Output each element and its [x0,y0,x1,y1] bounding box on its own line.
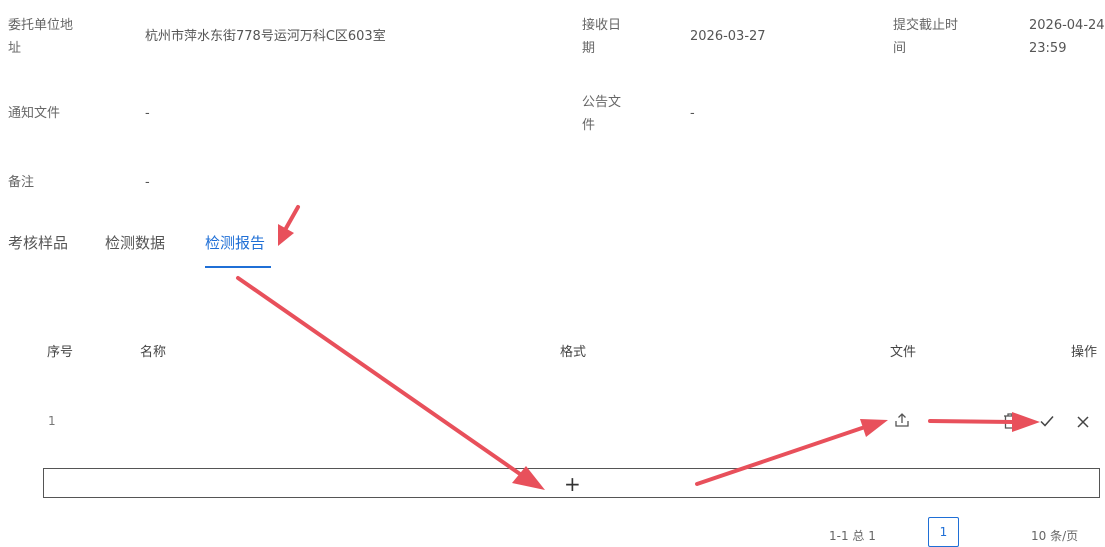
announcement-value: - [690,106,695,121]
header-action: 操作 [1071,345,1098,360]
tab-test-data[interactable]: 检测数据 [105,234,166,252]
header-format: 格式 [560,345,587,360]
tab-test-report[interactable]: 检测报告 [205,234,266,252]
arrow-to-upload-head [860,419,888,437]
arrow-to-add-row [236,276,522,476]
arrow-to-check [928,419,1014,424]
arrow-to-tab-head [278,224,294,246]
page-size-select[interactable]: 10 条/页 [1031,529,1079,543]
notice-file-value: - [145,106,150,121]
plus-icon: + [564,472,581,496]
remarks-label: 备注 [8,175,35,190]
notice-file-label: 通知文件 [8,106,61,121]
announcement-label: 公告文 件 [582,95,622,133]
upload-icon[interactable] [894,412,910,432]
deadline-label: 提交截止时 间 [893,18,959,56]
add-row-button[interactable]: + [43,468,1100,498]
arrow-to-tab [283,205,300,232]
tab-sample[interactable]: 考核样品 [8,234,69,252]
header-name: 名称 [140,345,167,360]
header-index: 序号 [47,345,74,360]
close-icon[interactable] [1076,414,1090,433]
arrow-to-upload [695,426,864,486]
client-address-value: 杭州市萍水东街778号运河万科C区603室 [145,29,386,44]
receive-date-value: 2026-03-27 [690,29,766,44]
remarks-value: - [145,175,150,190]
arrow-to-check-head [1012,412,1040,432]
header-file: 文件 [890,345,917,360]
client-address-label: 委托单位地 址 [8,18,74,56]
active-tab-indicator [205,266,271,268]
row-index: 1 [48,414,56,428]
check-icon[interactable] [1039,413,1055,433]
deadline-value: 2026-04-24 23:59 [1029,18,1105,56]
arrow-to-add-row-head [512,466,545,490]
pagination-total: 1-1 总 1 [829,529,876,543]
receive-date-label: 接收日 期 [582,18,622,56]
